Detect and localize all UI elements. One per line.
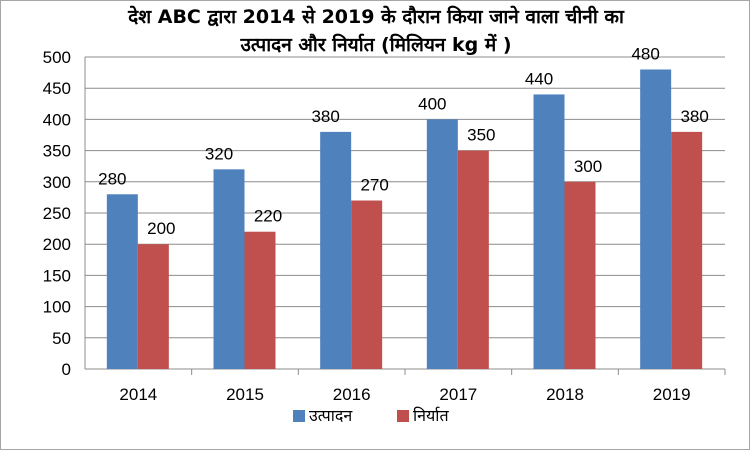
x-tick-label: 2019: [653, 385, 691, 404]
data-label: 380: [311, 107, 339, 126]
y-tick-label: 250: [43, 204, 71, 223]
x-tick-label: 2015: [226, 385, 264, 404]
bar-export: [137, 244, 169, 369]
data-label: 400: [418, 94, 446, 113]
bar-export: [671, 131, 703, 369]
bar-production: [640, 69, 672, 369]
data-label: 300: [574, 157, 602, 176]
bar-production: [533, 94, 565, 369]
bar-export: [351, 200, 383, 369]
legend-label: निर्यात: [413, 406, 449, 425]
legend-swatch: [397, 410, 409, 422]
bar-export: [244, 231, 276, 369]
y-tick-label: 300: [43, 173, 71, 192]
y-tick-label: 450: [43, 79, 71, 98]
x-tick-label: 2018: [546, 385, 584, 404]
y-tick-label: 150: [43, 266, 71, 285]
chart-title: देश ABC द्वारा 2014 से 2019 के दौरान किय…: [1, 3, 751, 59]
legend-swatch: [293, 410, 305, 422]
x-tick-label: 2016: [333, 385, 371, 404]
y-tick-label: 100: [43, 298, 71, 317]
x-tick-label: 2017: [439, 385, 477, 404]
data-label: 380: [680, 107, 708, 126]
data-label: 440: [525, 69, 553, 88]
data-label: 220: [254, 207, 282, 226]
chart-title-line-2: उत्पादन और निर्यात (मिलियन kg में ): [240, 34, 512, 56]
bar-production: [426, 119, 458, 370]
chart-title-line-1: देश ABC द्वारा 2014 से 2019 के दौरान किय…: [128, 6, 624, 28]
data-label: 320: [205, 144, 233, 163]
y-tick-label: 50: [52, 329, 71, 348]
bar-export: [457, 150, 489, 369]
data-label: 480: [631, 44, 659, 63]
bar-export: [564, 181, 596, 369]
y-tick-label: 200: [43, 235, 71, 254]
legend-label: उत्पादन: [309, 406, 353, 425]
bar-production: [320, 131, 352, 369]
y-tick-label: 0: [62, 360, 71, 379]
bar-production: [213, 169, 245, 369]
data-label: 200: [147, 219, 175, 238]
y-tick-label: 350: [43, 142, 71, 161]
y-tick-label: 500: [43, 48, 71, 67]
data-label: 280: [98, 169, 126, 188]
y-tick-label: 400: [43, 110, 71, 129]
x-tick-label: 2014: [119, 385, 157, 404]
data-label: 350: [467, 126, 495, 145]
bar-production: [106, 194, 138, 369]
data-label: 270: [360, 176, 388, 195]
